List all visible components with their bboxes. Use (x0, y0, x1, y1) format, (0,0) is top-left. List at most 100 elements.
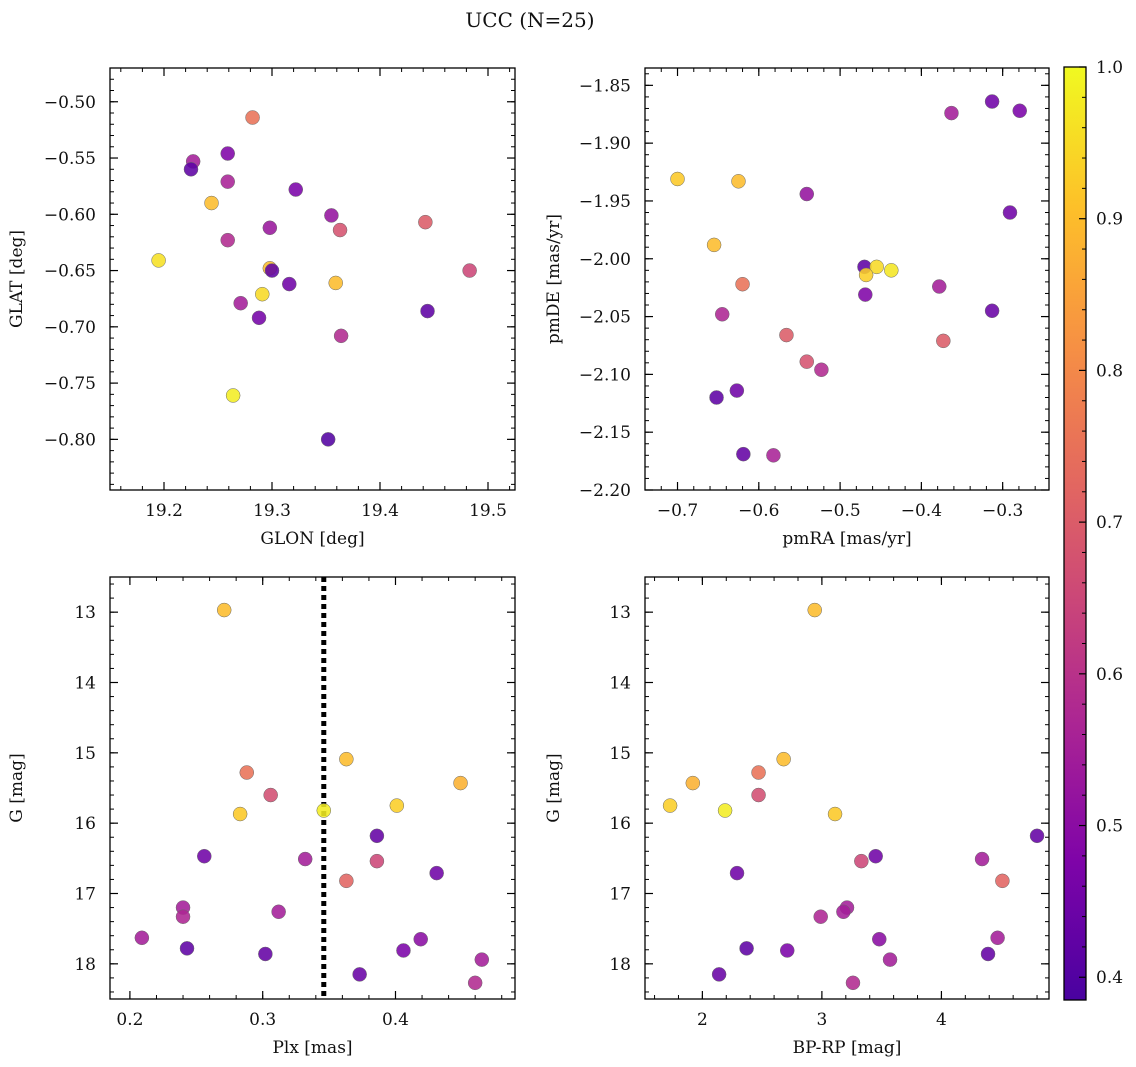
data-point (262, 220, 278, 236)
y-tick-label: −1.90 (579, 134, 631, 154)
data-point (729, 383, 745, 398)
data-point (776, 751, 791, 767)
y-tick-label: −0.60 (44, 205, 96, 225)
x-axis-label: GLON [deg] (260, 529, 364, 549)
data-point (245, 110, 260, 125)
y-tick-label: 14 (609, 674, 631, 694)
data-point (429, 865, 444, 881)
data-point (709, 390, 724, 405)
data-point (369, 853, 385, 869)
data-point (799, 354, 815, 369)
data-point (134, 930, 150, 946)
y-axis-label: G [mag] (544, 753, 564, 822)
data-point (836, 904, 851, 920)
data-point (216, 602, 232, 618)
data-point (729, 865, 745, 881)
colorbar-tick-label: 0.5 (1096, 817, 1123, 837)
panel-glon-glat: 19.2 19.3 19.4 19.5 −0.50 −0.55 −0.60 −0.65 −0.7… (7, 67, 516, 549)
axes-frame (644, 576, 1050, 1000)
data-point (225, 388, 241, 403)
data-point (324, 208, 339, 223)
axes-frame (109, 67, 516, 491)
data-point (1012, 103, 1027, 119)
data-point (995, 873, 1010, 889)
data-point (813, 909, 828, 924)
colorbar-tick-label: 0.4 (1096, 968, 1123, 988)
axes-frame (644, 67, 1050, 491)
data-point (779, 943, 795, 958)
y-tick-label: −2.20 (579, 481, 631, 501)
colorbar-tick-label: 0.7 (1096, 513, 1123, 533)
data-point (944, 105, 959, 121)
data-point (474, 952, 490, 967)
data-point (807, 602, 822, 618)
data-point (183, 162, 199, 177)
data-point (980, 946, 996, 962)
data-point (151, 253, 166, 268)
x-tick-label: 19.4 (361, 501, 399, 521)
colorbar-tick-label: 0.9 (1096, 210, 1123, 230)
y-tick-label: −2.15 (579, 423, 631, 443)
colorbar-gradient (1063, 66, 1087, 1001)
data-point (352, 967, 367, 982)
data-point (845, 975, 861, 991)
y-tick-label: 18 (609, 955, 631, 975)
data-point (413, 931, 428, 947)
data-point (258, 946, 273, 962)
y-axis-label: GLAT [deg] (7, 230, 27, 328)
data-point (220, 232, 235, 248)
x-tick-label: 3 (816, 1010, 827, 1030)
colorbar-tick-label: 0.6 (1096, 665, 1123, 685)
data-point (316, 803, 332, 818)
data-point (814, 362, 829, 378)
data-point (263, 787, 278, 803)
data-point (882, 952, 898, 967)
y-tick-label: 16 (74, 814, 96, 834)
data-point (1002, 205, 1018, 220)
data-point (297, 851, 313, 867)
data-point (731, 174, 746, 189)
data-point (858, 267, 874, 283)
data-point (1029, 828, 1045, 844)
y-tick-label: −0.50 (44, 93, 96, 113)
data-point (711, 967, 727, 982)
y-tick-label: 14 (74, 674, 96, 694)
data-point (462, 263, 477, 278)
x-tick-label: 0.2 (116, 1010, 143, 1030)
data-point (779, 327, 794, 343)
data-point (990, 930, 1005, 946)
y-tick-label: 13 (74, 603, 96, 623)
data-point (936, 333, 951, 349)
data-point (766, 448, 781, 463)
data-point (282, 276, 297, 292)
y-tick-label: 17 (74, 885, 96, 905)
x-tick-label: −0.4 (901, 501, 942, 521)
x-tick-label: −0.3 (982, 501, 1023, 521)
data-point (799, 186, 815, 202)
axes-frame (109, 576, 516, 1000)
data-point (197, 848, 212, 864)
data-point (288, 182, 304, 197)
data-point (974, 851, 990, 867)
x-axis-label: Plx [mas] (272, 1038, 352, 1058)
y-tick-label: 17 (609, 885, 631, 905)
data-point (251, 310, 267, 326)
panel-cmd: 2 3 4 13 14 15 16 17 18 BP-RP [mag] G [mag] (544, 576, 1050, 1058)
x-tick-label: 19.2 (145, 501, 183, 521)
data-point (255, 286, 270, 302)
data-point (264, 263, 280, 278)
data-point (233, 295, 248, 311)
x-axis-label: pmRA [mas/yr] (782, 529, 911, 549)
data-point (751, 765, 766, 780)
data-point (204, 195, 219, 211)
data-point (827, 806, 843, 822)
data-point (333, 328, 349, 344)
data-point (932, 279, 947, 294)
y-tick-label: 15 (609, 744, 631, 764)
data-point (984, 94, 1000, 109)
data-point (717, 803, 733, 818)
data-point (369, 828, 385, 844)
data-point (396, 943, 411, 958)
data-point (320, 432, 336, 447)
